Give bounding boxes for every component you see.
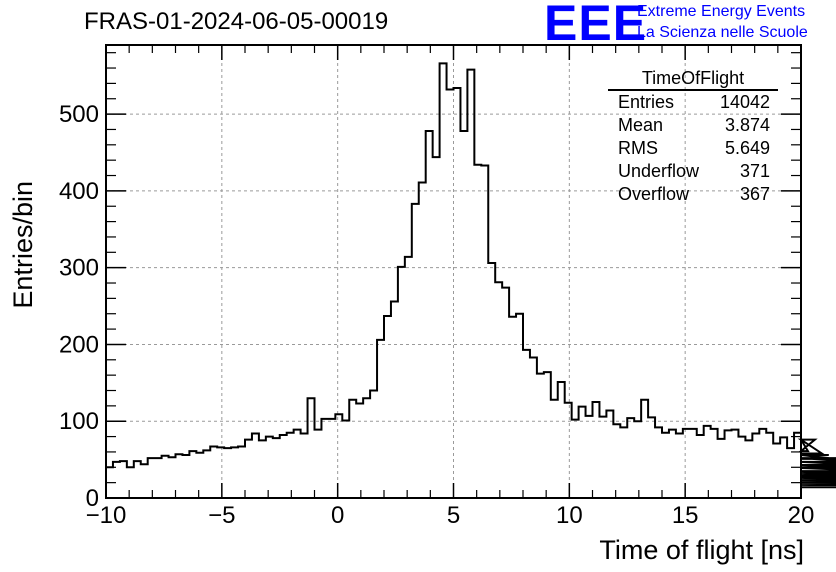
y-tick-label: 400 <box>59 178 99 205</box>
x-tick-label: 15 <box>672 502 699 529</box>
stats-row-overflow: Overflow 367 <box>608 183 778 206</box>
logo-line-1: Extreme Energy Events <box>637 3 806 20</box>
y-tick-label: 500 <box>59 101 99 128</box>
stats-label: Entries <box>618 92 675 112</box>
x-tick-label: 5 <box>447 502 460 529</box>
chart-title: FRAS-01-2024-06-05-00019 <box>84 8 389 35</box>
stats-box: TimeOfFlight Entries 14042 Mean 3.874 RM… <box>608 68 778 206</box>
y-tick-label: 300 <box>59 255 99 282</box>
logo-mark: EEE <box>544 0 648 51</box>
stats-row-underflow: Underflow 371 <box>608 160 778 183</box>
x-tick-label: 0 <box>331 502 344 529</box>
x-tick-label: 10 <box>556 502 583 529</box>
stats-label: Overflow <box>618 184 690 204</box>
grid-lines <box>106 45 801 498</box>
x-axis-label: Time of flight [ns] <box>599 535 804 565</box>
histogram-series <box>106 62 836 489</box>
stats-value: 14042 <box>719 92 770 112</box>
y-tick-label: 100 <box>59 408 99 435</box>
stats-title: TimeOfFlight <box>608 68 778 91</box>
stats-label: RMS <box>618 138 658 158</box>
logo-line-2: La Scienza nelle Scuole <box>637 24 808 41</box>
stats-row-mean: Mean 3.874 <box>608 114 778 137</box>
x-tick-label: −10 <box>86 502 127 529</box>
stats-label: Underflow <box>618 161 700 181</box>
y-tick-label: 0 <box>86 485 99 512</box>
stats-value: 5.649 <box>724 138 770 158</box>
stats-value: 371 <box>739 161 770 181</box>
x-tick-label: −5 <box>208 502 235 529</box>
x-tick-label: 20 <box>788 502 815 529</box>
y-axis-label: Entries/bin <box>8 181 38 309</box>
stats-value: 367 <box>739 184 770 204</box>
stats-row-rms: RMS 5.649 <box>608 137 778 160</box>
stats-value: 3.874 <box>724 115 770 135</box>
stats-label: Mean <box>618 115 664 135</box>
stats-row-entries: Entries 14042 <box>608 91 778 114</box>
y-tick-label: 200 <box>59 331 99 358</box>
eee-logo: EEE Extreme Energy Events La Scienza nel… <box>544 0 834 51</box>
